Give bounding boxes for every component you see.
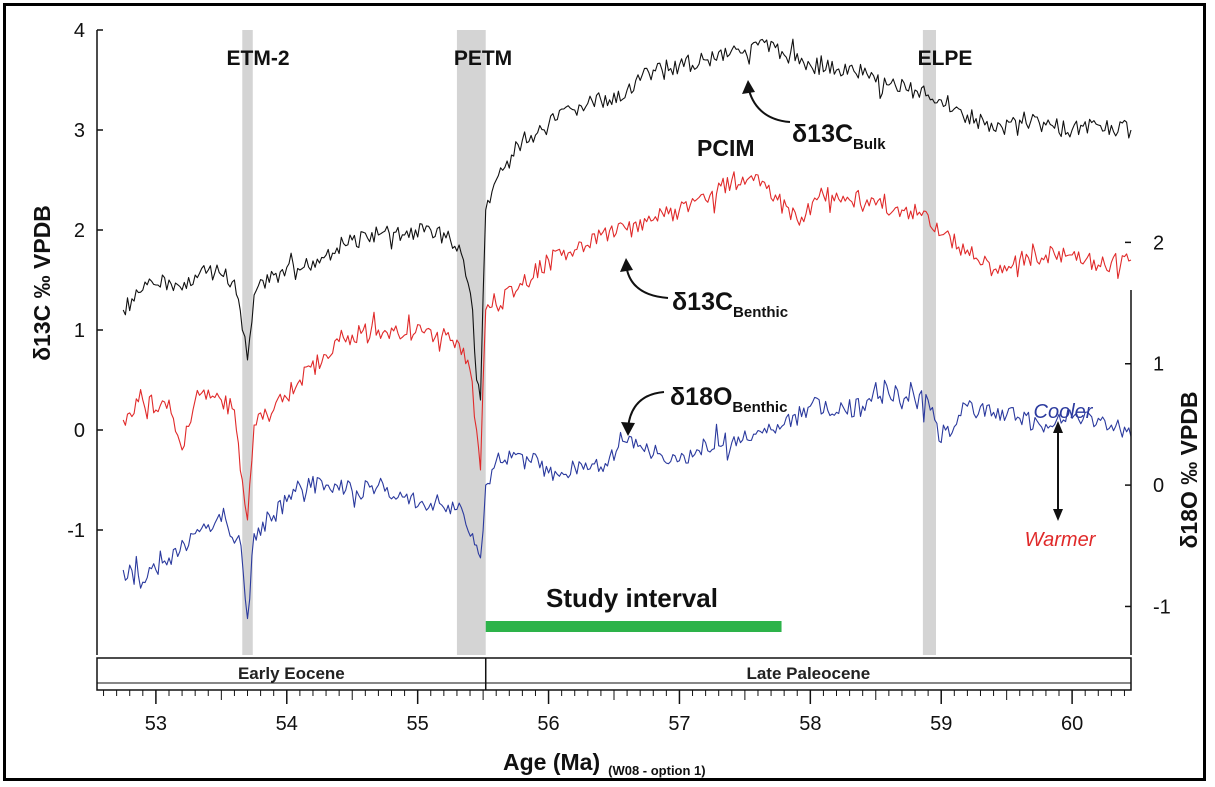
series-line-0 [122,38,1132,401]
annotation-pcim: PCIM [697,135,755,161]
benthic-o-arrow [627,391,665,429]
y-axis-label-right: δ18O ‰ VPDB [1176,391,1202,548]
event-label-elpe: ELPE [918,47,973,70]
label-d13c-bulk: δ13CBulk [792,120,886,153]
y-tick-label-left: 1 [74,320,85,342]
pcim-arrowhead [742,80,755,94]
annotation-cooler: Cooler [1034,401,1094,423]
figure-frame [3,3,1206,781]
label-d13c-benthic: δ13CBenthic [672,288,788,321]
epoch-bar [96,657,1132,691]
event-label-etm2: ETM-2 [227,47,290,70]
y-tick-label-left: 0 [74,420,85,442]
y-tick-label-left: 4 [74,20,85,42]
study-interval-bar [485,621,782,632]
x-axis-label: Age (Ma) (W08 - option 1) [503,749,706,778]
y-tick-label-right: -1 [1153,596,1171,618]
y-tick-label-left: -1 [67,520,85,542]
series-line-1 [122,171,1132,521]
y-tick-label-right: 0 [1153,475,1164,497]
epoch-label-0: Early Eocene [238,664,345,683]
series-lines [122,38,1132,620]
y-tick-label-left: 3 [74,120,85,142]
event-band-0 [242,30,253,655]
y-axis-label-left: δ13C ‰ VPDB [29,205,55,361]
event-band-2 [922,30,936,655]
x-tick-label-3: 56 [537,713,559,735]
x-tick-label-2: 55 [407,713,429,735]
x-tick-label-6: 59 [930,713,952,735]
epoch-label-1: Late Paleocene [746,664,870,683]
annotation-warmer: Warmer [1025,529,1097,551]
label-d18o-benthic: δ18OBenthic [670,383,787,416]
x-tick-label-1: 54 [276,713,298,735]
x-tick-label-4: 57 [668,713,690,735]
benthic-o-arrowhead [621,422,635,436]
benthic-c-arrowhead [620,258,633,272]
study-interval-label: Study interval [546,583,718,613]
x-tick-label-5: 58 [799,713,821,735]
x-tick-label-0: 53 [145,713,167,735]
y-tick-label-right: 1 [1153,354,1164,376]
y-tick-label-left: 2 [74,220,85,242]
temperature-arrow-up [1053,421,1063,433]
y-tick-label-right: 2 [1153,232,1164,254]
axes: -1 0 1 2 3 4 -1 0 1 2 Early Eocene Late Paleocene 53… [67,20,1171,735]
temperature-arrow-down [1053,509,1063,521]
series-line-2 [122,379,1132,620]
event-label-petm: PETM [454,47,512,70]
x-tick-label-7: 60 [1061,713,1083,735]
